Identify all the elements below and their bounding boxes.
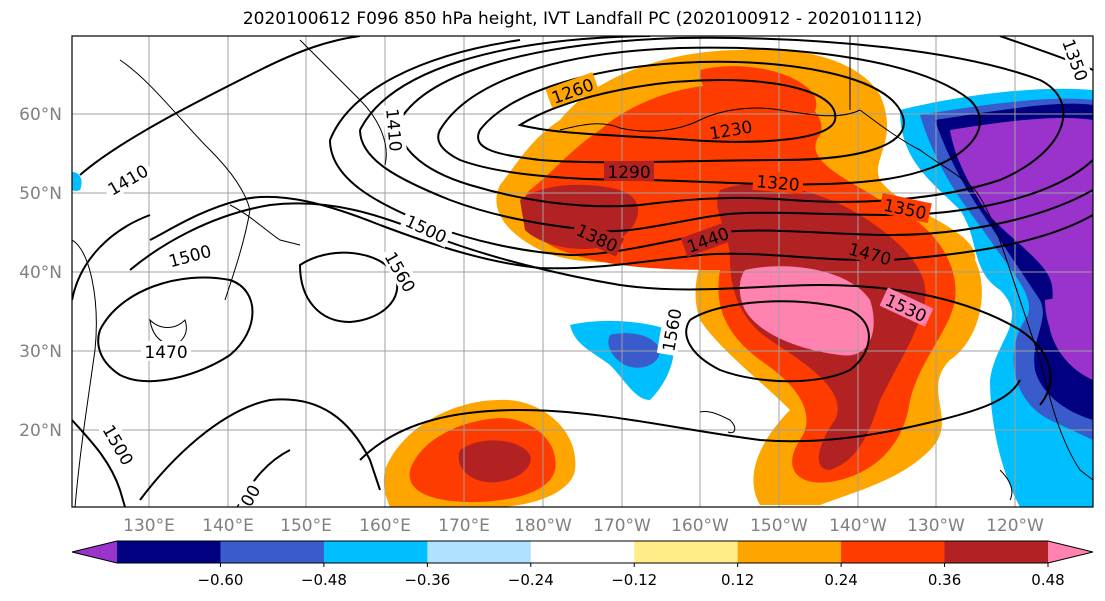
colorbar-tick-label: −0.60: [197, 571, 243, 589]
lon-labels: 130°E 140°E 150°E 160°E 170°E 180°W 170°…: [123, 516, 1044, 536]
ivt-shade-darkred-south: [458, 440, 531, 483]
map-panel: 1260 1230 1290 1320 1350 1380 1440 1470 …: [72, 36, 1093, 507]
colorbar-extend-high: [1048, 541, 1093, 563]
lon-label: 160°E: [359, 516, 411, 536]
lon-label: 130°W: [907, 516, 965, 536]
lat-label: 40°N: [19, 263, 62, 283]
colorbar-segment: [117, 541, 221, 563]
gridlines: [72, 36, 1093, 507]
lon-label: 120°W: [986, 516, 1044, 536]
lat-label: 60°N: [19, 105, 62, 125]
colorbar-segment: [841, 541, 946, 563]
lon-label: 150°W: [750, 516, 808, 536]
ivt-shade-purple-mexico: [1045, 297, 1093, 365]
colorbar-tick-label: −0.48: [301, 571, 347, 589]
colorbar-tick-label: 0.12: [721, 571, 754, 589]
colorbar-tick-label: −0.36: [404, 571, 450, 589]
colorbar-segment: [323, 541, 428, 563]
ivt-shade-cyan-westedge: [72, 172, 82, 191]
lon-label: 140°W: [829, 516, 887, 536]
contour-label: 1320: [755, 172, 800, 196]
ivt-shade-pink: [739, 266, 874, 356]
colorbar-tick-label: 0.48: [1031, 571, 1064, 589]
lon-label: 140°E: [202, 516, 254, 536]
lon-label: 160°W: [671, 516, 729, 536]
contour-label: 1470: [144, 343, 187, 363]
colorbar-segment: [944, 541, 1049, 563]
contour-label: 1290: [607, 163, 650, 183]
colorbar-segment: [634, 541, 739, 563]
colorbar-ticks: −0.60 −0.48 −0.36 −0.24 −0.12 0.12 0.24 0.36 0.4…: [197, 563, 1065, 589]
height-contours: [72, 36, 1093, 507]
lat-label: 20°N: [19, 421, 62, 441]
lat-label: 30°N: [19, 342, 62, 362]
map-frame: [71, 35, 1094, 508]
colorbar-segments: [72, 541, 1093, 563]
colorbar-segment: [220, 541, 325, 563]
colorbar-segment: [737, 541, 842, 563]
colorbar-tick-label: −0.12: [611, 571, 657, 589]
contour-label: 1410: [381, 108, 405, 153]
colorbar-frame: [71, 540, 1094, 564]
colorbar: −0.60 −0.48 −0.36 −0.24 −0.12 0.12 0.24 0.36 0.4…: [71, 540, 1094, 589]
ivt-shade-red-alaska: [700, 66, 817, 132]
colorbar-extend-low: [72, 541, 117, 563]
colorbar-tick-label: 0.36: [928, 571, 961, 589]
lon-label: 170°E: [438, 516, 490, 536]
lon-label: 150°E: [280, 516, 332, 536]
colorbar-tick-label: −0.24: [508, 571, 554, 589]
lon-label: 130°E: [123, 516, 175, 536]
chart-title: 2020100612 F096 850 hPa height, IVT Land…: [242, 9, 923, 29]
lon-label: 180°W: [514, 516, 572, 536]
lon-label: 170°W: [593, 516, 651, 536]
colorbar-tick-label: 0.24: [824, 571, 857, 589]
colorbar-segment: [530, 541, 635, 563]
lat-labels: 60°N 50°N 40°N 30°N 20°N: [19, 105, 62, 441]
colorbar-segment: [427, 541, 532, 563]
ivt-shade-blue-central: [608, 333, 660, 368]
lat-label: 50°N: [19, 184, 62, 204]
